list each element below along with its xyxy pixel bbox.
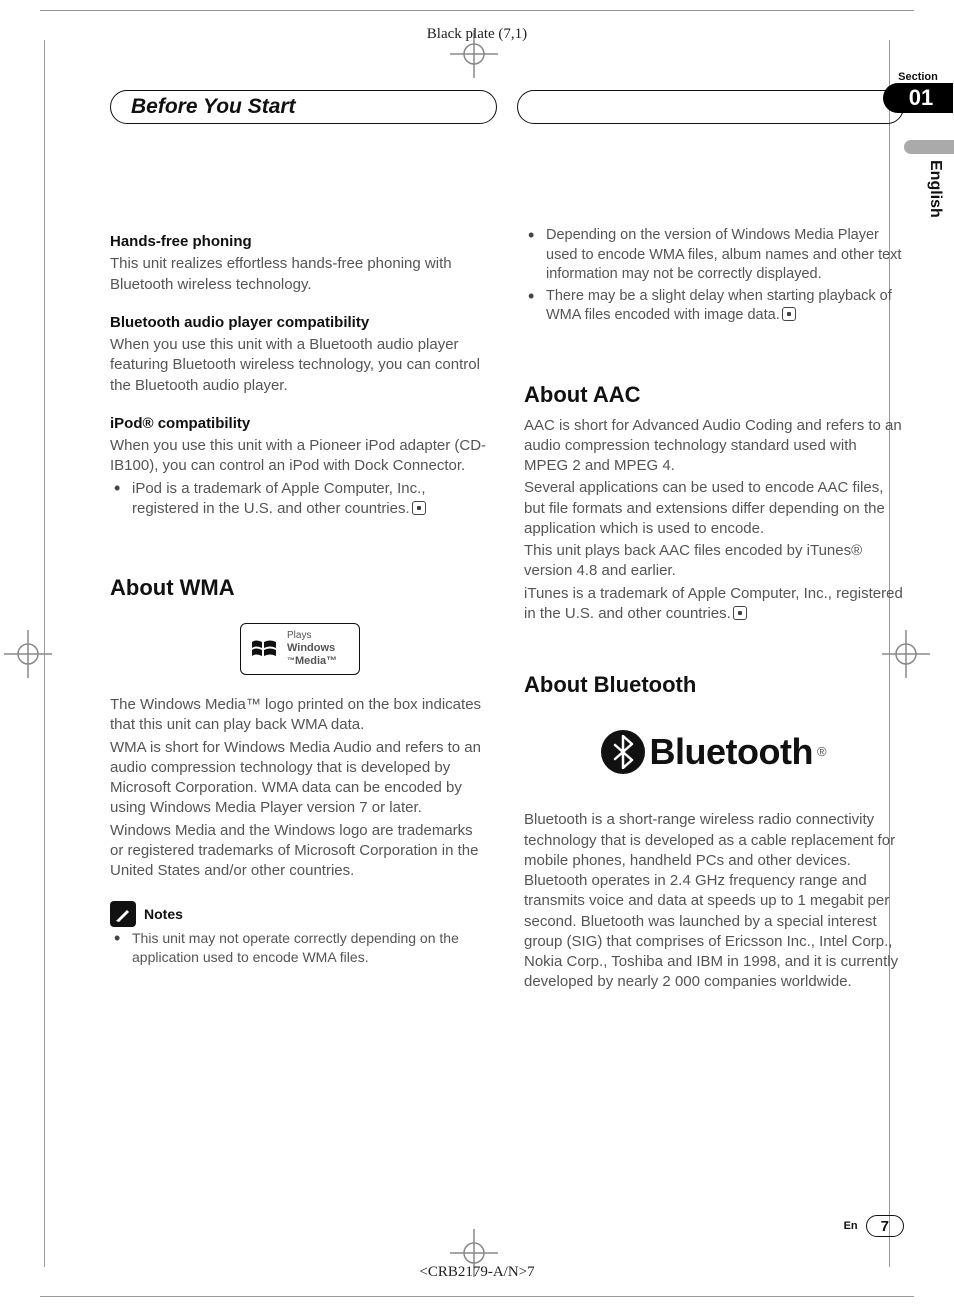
page-lang-short: En [844,1220,858,1232]
wma-p3: Windows Media and the Windows logo are t… [110,821,490,882]
notes-icon [110,901,136,927]
notes-bullets-left: This unit may not operate correctly depe… [110,929,490,967]
windows-media-text: Plays Windows ™Media™ [287,630,337,668]
bluetooth-registered: ® [817,743,827,761]
section-number-wrap: 01 [883,83,953,113]
page-content: Before You Start Section 01 English Hand… [110,90,904,1217]
notes-row: Notes [110,901,490,927]
language-label: English [926,160,944,218]
left-column: Hands-free phoning This unit realizes ef… [110,224,490,993]
registration-mark-left [4,630,52,678]
page-number-block: En 7 [844,1215,904,1237]
footer-code: <CRB2179-A/N>7 [0,1264,954,1281]
aac-p3: This unit plays back AAC files encoded b… [524,541,904,582]
bluetooth-wordmark: Bluetooth [649,728,812,777]
bluetooth-heading: About Bluetooth [524,670,904,700]
heading-pill-right: Section 01 [517,90,904,124]
bluetooth-rune-icon [601,730,645,774]
aac-p4: iTunes is a trademark of Apple Computer,… [524,584,904,625]
section-number: 01 [909,85,933,111]
ipod-bullets: iPod is a trademark of Apple Computer, I… [110,479,490,520]
bluetooth-logo: Bluetooth ® [524,728,904,777]
aac-p2: Several applications can be used to enco… [524,478,904,539]
aac-p1: AAC is short for Advanced Audio Coding a… [524,416,904,477]
end-mark-icon [782,307,796,321]
ipod-body: When you use this unit with a Pioneer iP… [110,436,490,477]
handsfree-heading: Hands-free phoning [110,232,490,252]
plate-label: Black plate (7,1) [0,26,954,43]
header-row: Before You Start Section 01 [110,90,904,124]
chapter-title: Before You Start [131,95,296,119]
handsfree-body: This unit realizes effortless hands-free… [110,254,490,295]
section-block: Section 01 [883,71,953,113]
wma-note-b2: There may be a slight delay when startin… [524,287,904,326]
page-number: 7 [866,1215,904,1237]
wma-heading: About WMA [110,573,490,603]
notes-label: Notes [144,905,183,924]
right-column: Depending on the version of Windows Medi… [524,224,904,993]
notes-bullet-left-1: This unit may not operate correctly depe… [110,929,490,967]
wma-p2: WMA is short for Windows Media Audio and… [110,738,490,819]
body-columns: Hands-free phoning This unit realizes ef… [110,224,904,993]
windows-flag-icon [249,634,279,664]
btaudio-body: When you use this unit with a Bluetooth … [110,335,490,396]
windows-media-logo: Plays Windows ™Media™ [240,623,360,675]
btaudio-heading: Bluetooth audio player compatibility [110,313,490,333]
ipod-heading: iPod® compatibility [110,414,490,434]
end-mark-icon [733,606,747,620]
wma-notes-continued: Depending on the version of Windows Medi… [524,226,904,326]
heading-pill-left: Before You Start [110,90,497,124]
section-label: Section [883,71,953,83]
wma-p1: The Windows Media™ logo printed on the b… [110,695,490,736]
wma-note-b1: Depending on the version of Windows Medi… [524,226,904,285]
aac-heading: About AAC [524,380,904,410]
ipod-bullet-1: iPod is a trademark of Apple Computer, I… [110,479,490,520]
end-mark-icon [412,501,426,515]
bluetooth-body: Bluetooth is a short-range wireless radi… [524,810,904,992]
